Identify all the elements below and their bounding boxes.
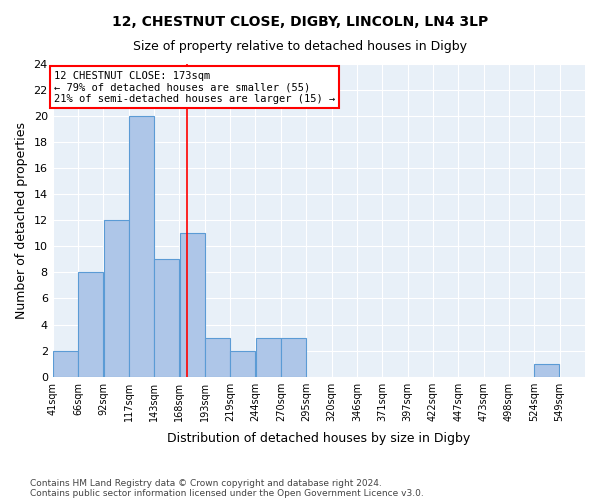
Bar xyxy=(78,272,103,376)
Y-axis label: Number of detached properties: Number of detached properties xyxy=(15,122,28,319)
Bar xyxy=(104,220,128,376)
Text: 12 CHESTNUT CLOSE: 173sqm
← 79% of detached houses are smaller (55)
21% of semi-: 12 CHESTNUT CLOSE: 173sqm ← 79% of detac… xyxy=(53,70,335,104)
Bar xyxy=(53,350,78,376)
Bar xyxy=(179,234,205,376)
Bar xyxy=(535,364,559,376)
Bar xyxy=(154,260,179,376)
Bar xyxy=(256,338,281,376)
Bar xyxy=(205,338,230,376)
X-axis label: Distribution of detached houses by size in Digby: Distribution of detached houses by size … xyxy=(167,432,470,445)
Text: Contains public sector information licensed under the Open Government Licence v3: Contains public sector information licen… xyxy=(30,488,424,498)
Text: Size of property relative to detached houses in Digby: Size of property relative to detached ho… xyxy=(133,40,467,53)
Bar xyxy=(281,338,306,376)
Bar xyxy=(129,116,154,376)
Bar xyxy=(230,350,256,376)
Text: 12, CHESTNUT CLOSE, DIGBY, LINCOLN, LN4 3LP: 12, CHESTNUT CLOSE, DIGBY, LINCOLN, LN4 … xyxy=(112,15,488,29)
Text: Contains HM Land Registry data © Crown copyright and database right 2024.: Contains HM Land Registry data © Crown c… xyxy=(30,478,382,488)
